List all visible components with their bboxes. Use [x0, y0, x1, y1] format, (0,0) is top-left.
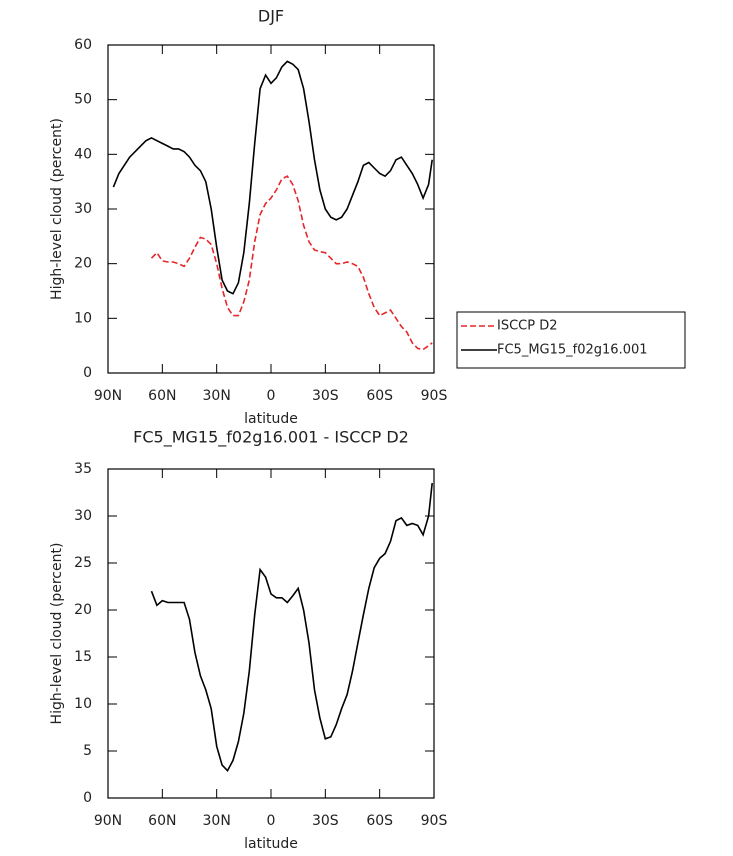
- plot-frame: [107, 468, 435, 799]
- data-line: [150, 483, 433, 773]
- y-tick-label: 25: [74, 555, 92, 571]
- x-tick-label: 60S: [366, 813, 393, 829]
- y-tick-label: 20: [74, 602, 92, 618]
- y-tick-label: 40: [74, 146, 92, 162]
- x-tick-label: 30N: [203, 388, 231, 404]
- y-tick-label: 60: [74, 37, 92, 53]
- data-line: [150, 175, 433, 351]
- chart-title: DJF: [258, 7, 284, 26]
- y-tick-label: 0: [83, 365, 92, 381]
- legend-box: [456, 311, 686, 369]
- x-axis-label: latitude: [244, 836, 298, 852]
- x-tick-label: 30S: [312, 813, 339, 829]
- x-tick-label: 60N: [148, 813, 176, 829]
- x-tick-label: 60S: [366, 388, 393, 404]
- y-tick-label: 20: [74, 256, 92, 272]
- x-tick-label: 30N: [203, 813, 231, 829]
- y-tick-label: 10: [74, 310, 92, 326]
- legend-label: FC5_MG15_f02g16.001: [497, 343, 648, 358]
- x-tick-label: 30S: [312, 388, 339, 404]
- x-tick-label: 60N: [148, 388, 176, 404]
- y-tick-label: 10: [74, 696, 92, 712]
- y-tick-label: 50: [74, 92, 92, 108]
- x-axis-label: latitude: [244, 411, 298, 427]
- chart-title: FC5_MG15_f02g16.001 - ISCCP D2: [133, 428, 409, 448]
- y-tick-label: 30: [74, 201, 92, 217]
- y-axis-label: High-level cloud (percent): [49, 118, 65, 300]
- plot-frame: [107, 44, 435, 374]
- x-tick-label: 90N: [94, 813, 122, 829]
- x-tick-label: 0: [267, 388, 276, 404]
- y-axis-label: High-level cloud (percent): [49, 543, 65, 725]
- y-tick-label: 30: [74, 508, 92, 524]
- x-tick-label: 0: [267, 813, 276, 829]
- y-tick-label: 0: [83, 790, 92, 806]
- x-tick-label: 90S: [421, 388, 448, 404]
- x-tick-label: 90N: [94, 388, 122, 404]
- y-tick-label: 5: [83, 743, 92, 759]
- data-line: [112, 60, 433, 295]
- y-tick-label: 15: [74, 649, 92, 665]
- y-tick-label: 35: [74, 461, 92, 477]
- x-tick-label: 90S: [421, 813, 448, 829]
- legend-label: ISCCP D2: [497, 319, 558, 334]
